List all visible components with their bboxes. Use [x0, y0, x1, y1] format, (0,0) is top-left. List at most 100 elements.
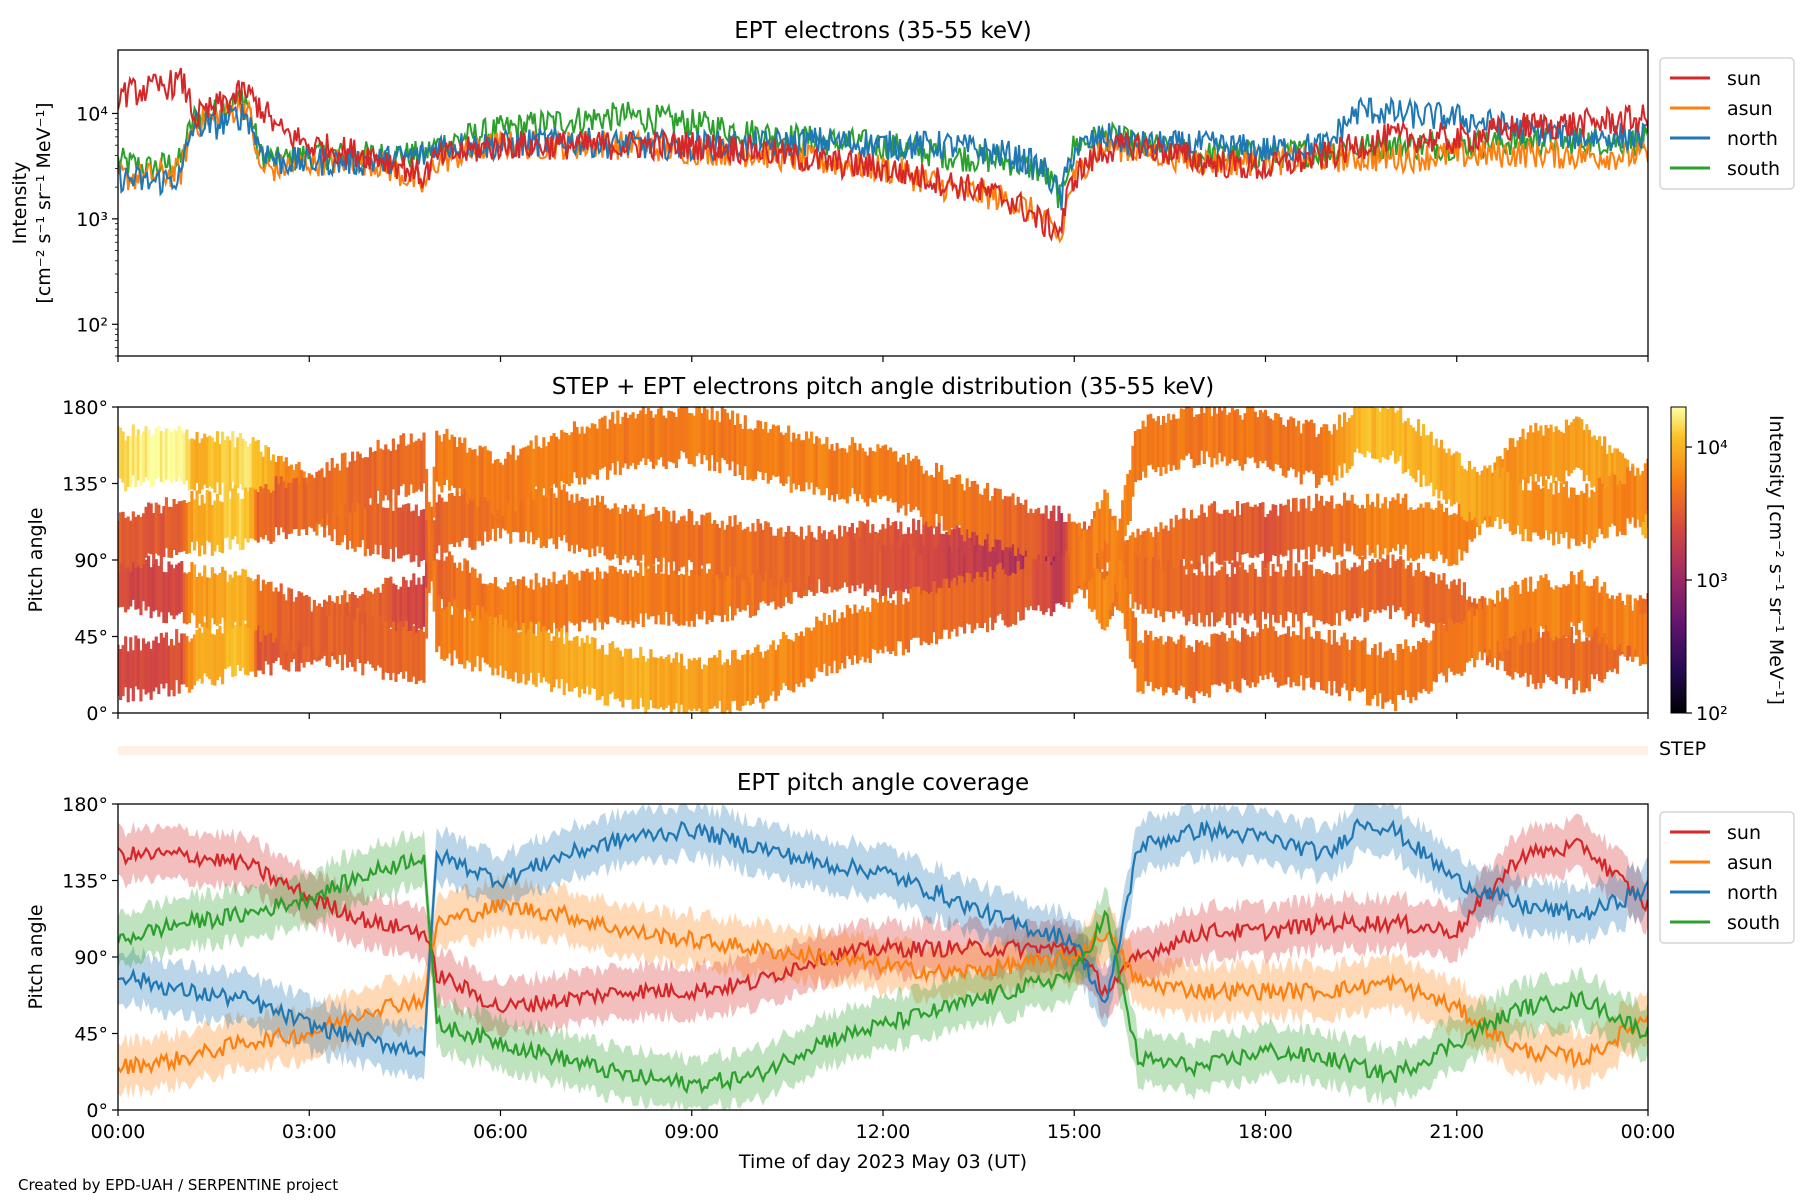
heat-cell	[195, 577, 199, 628]
heat-cell	[139, 517, 143, 568]
heat-cell	[381, 507, 385, 559]
heat-cell	[412, 573, 416, 625]
heat-cell	[526, 445, 531, 497]
heat-cell	[674, 572, 679, 624]
heat-cell	[1256, 506, 1260, 558]
heat-cell	[509, 627, 513, 679]
heat-cell	[404, 503, 408, 555]
heat-cell	[690, 413, 694, 465]
heat-cell	[1093, 517, 1097, 569]
heat-cell	[654, 573, 658, 625]
series-line-south	[118, 90, 1648, 208]
heat-cell	[180, 500, 184, 552]
heat-cell	[1406, 646, 1410, 698]
heat-cell	[787, 551, 791, 603]
heat-cell	[1059, 513, 1064, 565]
heat-cell	[738, 521, 742, 573]
heat-cell	[1345, 421, 1349, 473]
heat-cell	[1269, 510, 1273, 562]
heat-cell	[524, 480, 528, 532]
heat-cell	[988, 500, 992, 552]
panel3-x-ticks: 00:00 03:00 06:00 09:00 12:00 15:00 18:00 21:00…	[91, 1110, 1675, 1143]
heat-cell	[1393, 499, 1398, 551]
heat-cell	[389, 498, 393, 549]
heat-cell	[649, 410, 653, 462]
heat-cell	[1544, 574, 1548, 626]
heat-cell	[940, 465, 944, 516]
heat-cell	[1475, 472, 1479, 523]
heat-cell	[904, 464, 908, 516]
x-tick-label: 00:00	[91, 1121, 146, 1143]
heat-cell	[384, 621, 388, 673]
heat-cell	[889, 603, 893, 655]
heat-cell	[1396, 493, 1400, 545]
heat-cell	[1411, 576, 1415, 628]
heat-cell	[493, 490, 497, 542]
heat-cell	[922, 590, 926, 642]
heat-cell	[460, 443, 464, 494]
heat-cell	[781, 434, 786, 486]
heat-cell	[1490, 599, 1495, 651]
heat-cell	[1452, 579, 1456, 631]
heat-cell	[1518, 483, 1523, 535]
heat-cell	[1146, 528, 1150, 580]
heat-cell	[1562, 486, 1566, 538]
heat-cell	[1322, 505, 1326, 557]
heat-cell	[679, 407, 684, 451]
heat-cell	[1174, 643, 1178, 695]
heat-cell	[180, 561, 184, 612]
heat-cell	[838, 618, 842, 670]
legend-label-sun: sun	[1727, 68, 1761, 90]
heat-cell	[1215, 571, 1219, 623]
heat-cell	[192, 634, 197, 686]
heat-cell	[1159, 522, 1163, 574]
heat-cell	[705, 512, 709, 564]
heat-cell	[351, 497, 355, 549]
heat-cell	[1108, 558, 1112, 610]
heat-cell	[1600, 445, 1604, 497]
heat-cell	[1452, 513, 1456, 565]
heat-cell	[906, 601, 911, 653]
heat-cell	[1531, 432, 1535, 484]
heat-cell	[129, 555, 133, 607]
heat-cell	[1246, 407, 1250, 458]
heat-cell	[906, 542, 911, 594]
heat-cell	[1113, 525, 1117, 577]
heat-cell	[738, 560, 742, 612]
heat-cell	[996, 536, 1000, 588]
heat-cell	[634, 570, 638, 622]
heat-cell	[1218, 634, 1222, 686]
heat-cell	[577, 500, 582, 552]
heat-cell	[455, 567, 459, 619]
heat-cell	[1569, 571, 1574, 623]
heat-cell	[611, 641, 615, 693]
heat-cell	[458, 495, 462, 547]
heat-cell	[1309, 419, 1313, 471]
heat-cell	[720, 571, 724, 623]
heat-cell	[453, 599, 457, 651]
heat-cell	[200, 632, 204, 684]
heat-cell	[348, 490, 352, 541]
heat-cell	[792, 641, 796, 693]
heat-cell	[807, 525, 811, 577]
heat-cell	[792, 532, 796, 584]
heat-cell	[1386, 508, 1390, 560]
heat-cell	[1457, 453, 1461, 504]
heat-cell	[1335, 429, 1339, 481]
heat-cell	[475, 605, 480, 657]
heat-cell	[340, 453, 344, 505]
heat-cell	[623, 412, 628, 464]
heat-cell	[1291, 418, 1296, 470]
heat-cell	[1195, 575, 1199, 627]
heat-cell	[1381, 558, 1385, 610]
heat-cell	[1608, 445, 1612, 497]
heat-cell	[646, 658, 650, 710]
heat-cell	[799, 526, 803, 578]
heat-cell	[419, 510, 424, 561]
heat-cell	[572, 637, 577, 689]
heat-cell	[478, 490, 482, 542]
heat-cell	[1615, 448, 1619, 500]
heat-cell	[1365, 569, 1370, 621]
heat-cell	[1600, 483, 1604, 535]
heat-cell	[669, 563, 673, 615]
